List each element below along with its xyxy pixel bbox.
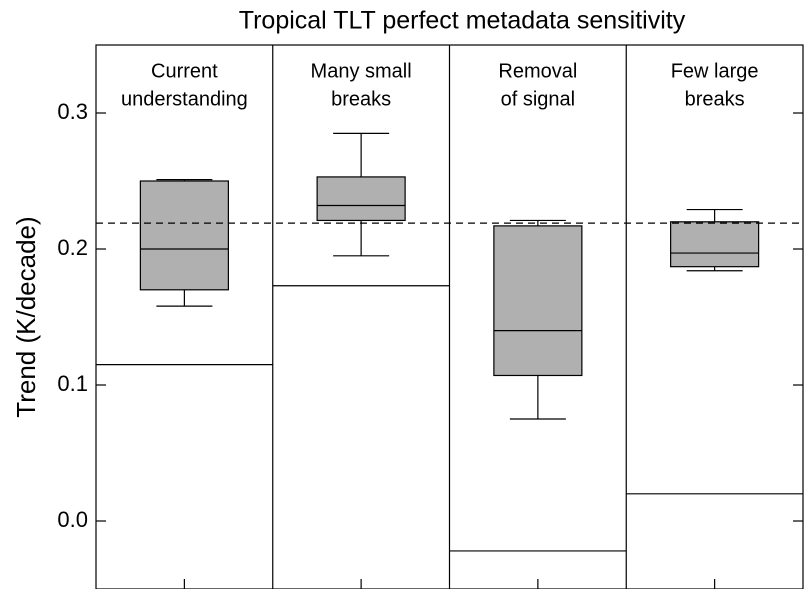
panel-label: understanding bbox=[121, 88, 248, 110]
panel-label: breaks bbox=[685, 88, 745, 110]
box bbox=[316, 176, 406, 222]
y-tick-label: 0.3 bbox=[57, 99, 88, 124]
y-tick-label: 0.2 bbox=[57, 235, 88, 260]
panel-label: Removal bbox=[498, 60, 577, 82]
panel-label: breaks bbox=[331, 88, 391, 110]
panel-label: of signal bbox=[501, 88, 576, 110]
chart-title: Tropical TLT perfect metadata sensitivit… bbox=[239, 7, 686, 35]
panel-label: Many small bbox=[311, 60, 412, 82]
box bbox=[493, 225, 583, 377]
box bbox=[670, 221, 760, 268]
box bbox=[139, 180, 229, 291]
panel-label: Few large bbox=[671, 60, 759, 82]
y-tick-label: 0.0 bbox=[57, 507, 88, 532]
panel-label: Current bbox=[151, 60, 218, 82]
y-axis-label: Trend (K/decade) bbox=[11, 216, 41, 417]
y-tick-label: 0.1 bbox=[57, 371, 88, 396]
